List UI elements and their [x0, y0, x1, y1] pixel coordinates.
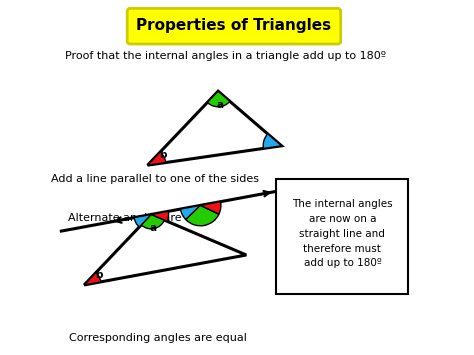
Wedge shape [141, 214, 164, 229]
Text: Alternate angles are equal: Alternate angles are equal [68, 213, 217, 223]
Wedge shape [134, 214, 151, 227]
FancyBboxPatch shape [276, 179, 408, 294]
Text: Proof that the internal angles in a triangle add up to 180º: Proof that the internal angles in a tria… [65, 51, 386, 61]
Text: b: b [159, 149, 166, 160]
Text: Corresponding angles are equal: Corresponding angles are equal [69, 333, 247, 343]
FancyBboxPatch shape [127, 9, 341, 44]
Text: The internal angles
are now on a
straight line and
therefore must
add up to 180º: The internal angles are now on a straigh… [292, 199, 393, 268]
Wedge shape [151, 211, 169, 221]
Wedge shape [207, 91, 230, 107]
Text: Properties of Triangles: Properties of Triangles [137, 18, 331, 33]
Text: a: a [149, 223, 156, 233]
Wedge shape [84, 273, 101, 285]
Wedge shape [186, 206, 219, 226]
Text: b: b [95, 270, 103, 280]
Text: Add a line parallel to one of the sides: Add a line parallel to one of the sides [51, 174, 259, 184]
Wedge shape [181, 206, 201, 219]
Wedge shape [263, 134, 282, 148]
Text: a: a [216, 100, 223, 110]
Wedge shape [201, 202, 221, 214]
Wedge shape [147, 152, 166, 165]
